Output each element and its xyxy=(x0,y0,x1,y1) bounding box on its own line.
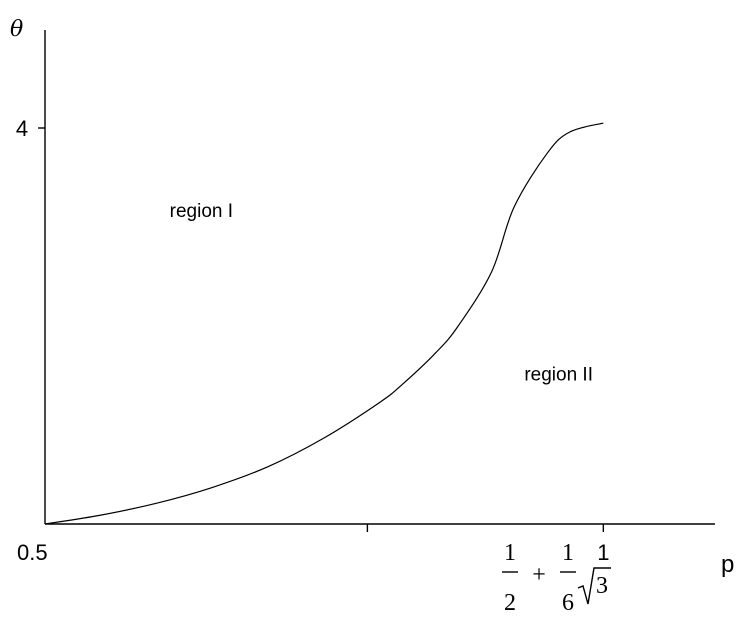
fraction-b-numerator: 1 xyxy=(562,540,574,566)
fraction-a-numerator: 1 xyxy=(504,540,516,566)
ticks: 0.5 1 4 xyxy=(16,116,610,565)
region-label: region II xyxy=(524,364,593,385)
x-axis-label: p xyxy=(721,551,734,578)
special-tick-label: 1 2 + 1 6 3 xyxy=(366,524,611,616)
y-tick-label: 4 xyxy=(16,116,28,141)
radicand: 3 xyxy=(596,573,608,599)
axes xyxy=(44,30,715,525)
fraction-b-denominator: 6 xyxy=(562,590,574,616)
annotations: region I region II xyxy=(170,201,593,385)
curves xyxy=(44,122,604,525)
x-tick-label: 1 xyxy=(597,540,609,565)
square-root-sign xyxy=(577,567,611,605)
x-tick-label: 0.5 xyxy=(17,540,48,565)
region-label: region I xyxy=(170,201,233,222)
y-axis-label: θ xyxy=(10,17,23,42)
plus-operator: + xyxy=(532,562,546,588)
fraction-a-denominator: 2 xyxy=(504,590,516,616)
series-curve-0 xyxy=(44,122,604,525)
